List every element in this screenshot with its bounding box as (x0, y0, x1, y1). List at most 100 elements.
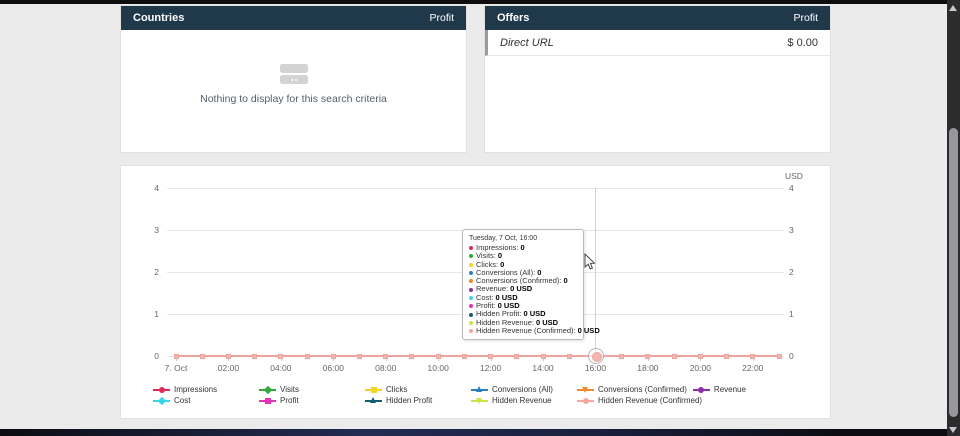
data-point-marker[interactable] (383, 353, 389, 359)
tooltip-metric-label: Visits: (476, 251, 496, 261)
data-point-marker[interactable] (409, 353, 415, 359)
legend-item-revenue[interactable]: Revenue (692, 384, 799, 395)
data-point-marker[interactable] (514, 353, 520, 359)
tooltip-series-bullet (469, 246, 473, 251)
data-point-marker[interactable] (776, 353, 782, 359)
countries-empty-state: Nothing to display for this search crite… (121, 64, 466, 105)
offers-profit-column-header: Profit (793, 12, 818, 24)
legend-marker-icon (365, 385, 382, 394)
data-point-marker[interactable] (724, 353, 730, 359)
legend-item-clicks[interactable]: Clicks (365, 384, 471, 395)
tooltip-metric-value: 0 USD (510, 284, 533, 294)
y-axis-label-right: 4 (789, 183, 794, 193)
legend-item-conversions-confirmed[interactable]: Conversions (Confirmed) (577, 384, 693, 395)
data-point-marker[interactable] (671, 353, 677, 359)
offers-panel-header: Offers Profit (485, 6, 830, 30)
tooltip-series-bullet (469, 312, 473, 317)
legend-item-profit[interactable]: Profit (259, 395, 365, 406)
x-axis-label: 04:00 (270, 363, 292, 373)
tooltip-series-bullet (469, 304, 473, 309)
tooltip-metric-value: 0 USD (535, 317, 559, 327)
legend-marker-icon (153, 385, 170, 394)
tooltip-metric-value: 0 (537, 267, 542, 277)
tooltip-row: Visits: 0 (469, 251, 577, 261)
x-axis-label: 02:00 (217, 363, 240, 373)
x-axis-label: 22:00 (742, 363, 764, 373)
legend-marker-icon (577, 396, 594, 405)
data-point-marker[interactable] (252, 353, 258, 359)
hover-crosshair-line (595, 188, 596, 356)
tooltip-metric-label: Impressions: (476, 243, 519, 252)
data-point-marker[interactable] (750, 353, 756, 359)
x-axis-label: 18:00 (637, 363, 659, 373)
scrollbar[interactable] (947, 0, 960, 436)
legend-item-hidden-revenue-confirmed[interactable]: Hidden Revenue (Confirmed) (577, 395, 708, 406)
tooltip-series-bullet (469, 262, 473, 267)
data-point-marker[interactable] (225, 353, 231, 359)
y-axis-label-left: 3 (154, 225, 159, 235)
data-point-marker[interactable] (488, 353, 494, 359)
y-axis-label-left: 2 (154, 267, 159, 277)
data-point-marker[interactable] (697, 353, 703, 359)
tooltip-row: Profit: 0 USD (469, 301, 577, 311)
tooltip-metric-label: Hidden Revenue: (476, 317, 534, 327)
data-point-marker[interactable] (330, 353, 336, 359)
data-point-marker[interactable] (435, 353, 441, 359)
tooltip-series-bullet (469, 271, 473, 276)
chart-legend: Impressions Visits Clicks Conversions (All)… (153, 384, 820, 406)
y-axis-label-right: 2 (789, 267, 794, 277)
x-axis-tick (752, 357, 754, 361)
scrollbar-up-icon[interactable] (949, 5, 957, 11)
x-axis-tick (228, 357, 230, 361)
legend-item-label: Conversions (All) (492, 385, 553, 394)
legend-item-impressions[interactable]: Impressions (153, 384, 259, 395)
data-point-marker[interactable] (566, 353, 572, 359)
legend-item-cost[interactable]: Cost (153, 395, 259, 406)
x-axis-tick (385, 357, 387, 361)
y-axis-label-right: 0 (789, 351, 794, 361)
x-axis-tick (333, 357, 335, 361)
offer-row-direct-url[interactable]: Direct URL $ 0.00 (485, 30, 830, 56)
legend-item-hidden-profit[interactable]: Hidden Profit (365, 395, 471, 406)
legend-item-hidden-revenue[interactable]: Hidden Revenue (471, 395, 577, 406)
legend-marker-icon (259, 385, 276, 394)
plot-area[interactable]: USD Tuesday, 7 Oct, 16:00 Impressions: 0 V… (121, 166, 832, 420)
chart-panel: USD Tuesday, 7 Oct, 16:00 Impressions: 0 V… (120, 165, 831, 419)
tooltip-row: Hidden Revenue (Confirmed): 0 USD (469, 326, 600, 335)
data-point-marker[interactable] (540, 353, 546, 359)
x-axis-label: 7. Oct (164, 363, 188, 373)
legend-item-label: Hidden Profit (386, 396, 433, 405)
hovered-data-point[interactable] (587, 348, 604, 364)
tooltip-metric-value: 0 USD (497, 301, 520, 311)
scrollbar-thumb[interactable] (949, 128, 958, 417)
x-axis-tick (543, 357, 545, 361)
offers-panel-title: Offers (497, 12, 530, 24)
data-point-marker[interactable] (199, 353, 205, 359)
tooltip-metric-value: 0 (500, 259, 505, 269)
tooltip-row: Conversions (All): 0 (469, 267, 577, 277)
data-point-marker[interactable] (304, 353, 310, 359)
legend-item-label: Visits (280, 385, 299, 394)
x-axis-tick (700, 357, 702, 361)
tooltip-row: Revenue: 0 USD (469, 285, 577, 293)
x-axis-tick (280, 357, 282, 361)
legend-marker-icon (471, 385, 488, 394)
countries-panel: Countries Profit Nothing to display for … (120, 5, 467, 153)
data-point-marker[interactable] (619, 353, 625, 359)
data-point-marker[interactable] (461, 353, 467, 359)
data-point-marker[interactable] (645, 353, 651, 359)
data-point-marker[interactable] (173, 353, 179, 359)
legend-item-conversions-all[interactable]: Conversions (All) (471, 384, 577, 395)
countries-profit-column-header: Profit (429, 12, 454, 24)
x-axis-label: 08:00 (375, 363, 397, 373)
x-axis-label: 06:00 (322, 363, 344, 373)
x-axis-label: 14:00 (532, 363, 554, 373)
tooltip-header: Tuesday, 7 Oct, 16:00 (469, 235, 538, 242)
chart-tooltip: Tuesday, 7 Oct, 16:00 Impressions: 0 Visit… (462, 229, 600, 341)
legend-item-visits[interactable]: Visits (259, 384, 365, 395)
scrollbar-down-icon[interactable] (949, 427, 957, 433)
tooltip-metric-label: Conversions (Confirmed): (476, 276, 562, 286)
data-point-marker[interactable] (278, 353, 284, 359)
legend-marker-icon (153, 396, 170, 405)
data-point-marker[interactable] (357, 353, 363, 359)
